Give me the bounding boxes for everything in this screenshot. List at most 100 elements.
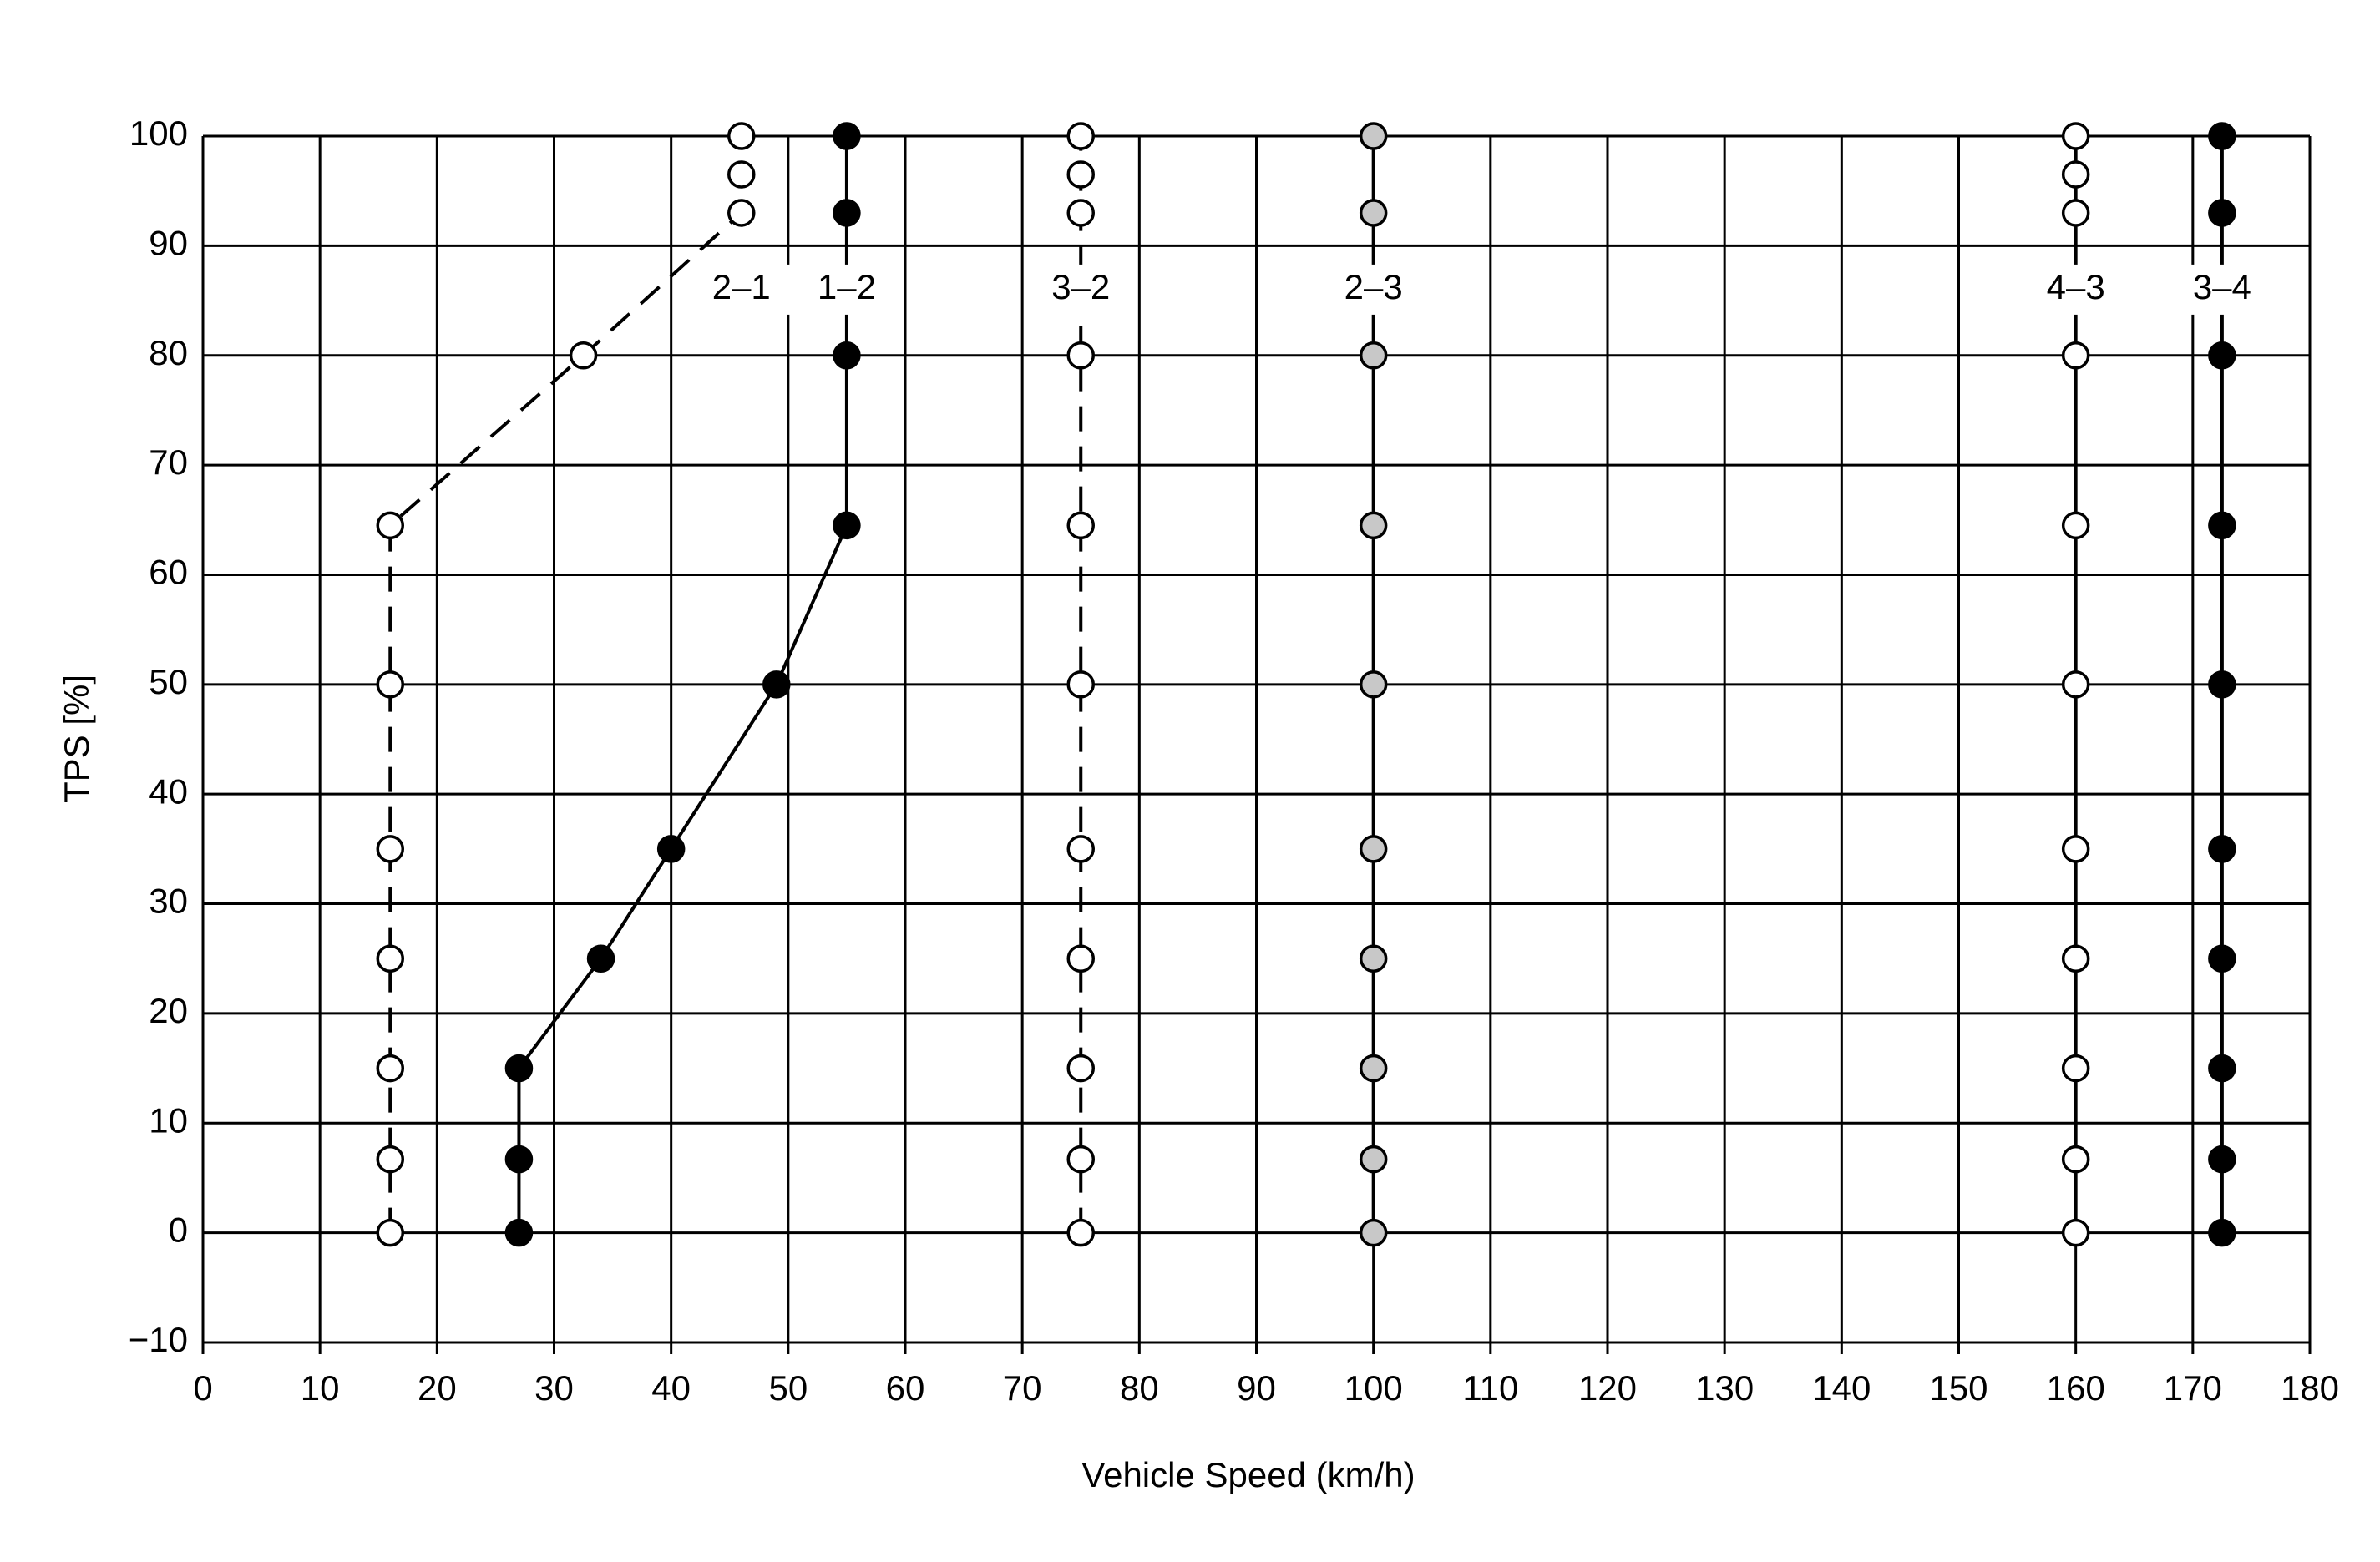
marker: [376, 835, 405, 863]
x-tick-label: 120: [1578, 1368, 1637, 1408]
marker: [1359, 1145, 1388, 1174]
marker: [833, 511, 861, 540]
series-label: 1–2: [818, 267, 876, 306]
marker: [2208, 122, 2236, 150]
marker: [2061, 511, 2090, 540]
marker: [2208, 1145, 2236, 1174]
y-tick-label: 80: [149, 333, 188, 372]
y-tick-label: 40: [149, 771, 188, 811]
y-tick-label: 60: [149, 553, 188, 592]
marker: [1359, 835, 1388, 863]
x-tick-label: 80: [1120, 1368, 1159, 1408]
x-tick-label: 60: [886, 1368, 925, 1408]
marker: [1359, 670, 1388, 699]
label-background: [2023, 264, 2128, 315]
series-label: 2–1: [712, 267, 771, 306]
marker: [2061, 122, 2090, 150]
marker: [2061, 1054, 2090, 1083]
marker: [727, 199, 756, 227]
marker: [504, 1054, 534, 1083]
series-label: 3–4: [2193, 267, 2251, 306]
y-axis-label: TPS [%]: [57, 675, 96, 803]
x-tick-label: 150: [1929, 1368, 1988, 1408]
y-tick-label: 20: [149, 991, 188, 1030]
y-tick-label: 50: [149, 662, 188, 701]
label-background: [1029, 264, 1133, 315]
marker: [2208, 1054, 2236, 1083]
x-axis-label: Vehicle Speed (km/h): [1081, 1455, 1415, 1494]
x-tick-label: 160: [2047, 1368, 2105, 1408]
marker: [1066, 160, 1095, 189]
marker: [2061, 341, 2090, 370]
marker: [2061, 944, 2090, 973]
x-tick-label: 40: [651, 1368, 691, 1408]
marker: [2061, 670, 2090, 699]
marker: [1066, 670, 1095, 699]
marker: [2208, 199, 2236, 227]
x-tick-label: 20: [418, 1368, 457, 1408]
marker: [376, 1145, 405, 1174]
marker: [1066, 1145, 1095, 1174]
marker: [2208, 670, 2236, 699]
x-tick-label: 10: [301, 1368, 340, 1408]
marker: [586, 944, 615, 973]
series-line: [388, 136, 743, 1233]
marker: [1359, 199, 1388, 227]
marker: [2061, 1218, 2090, 1247]
y-tick-label: −10: [129, 1320, 188, 1359]
marker: [1359, 341, 1388, 370]
marker: [376, 1054, 405, 1083]
y-tick-label: 70: [149, 442, 188, 482]
marker: [2061, 1145, 2090, 1174]
marker: [1066, 341, 1095, 370]
marker: [1066, 835, 1095, 863]
y-tick-label: 10: [149, 1100, 188, 1140]
x-tick-label: 140: [1812, 1368, 1871, 1408]
marker: [1066, 1218, 1095, 1247]
label-background: [794, 264, 899, 315]
marker: [1066, 944, 1095, 973]
label-background: [689, 264, 793, 315]
x-tick-label: 130: [1695, 1368, 1754, 1408]
x-tick-label: 70: [1003, 1368, 1042, 1408]
label-background: [1321, 264, 1425, 315]
marker: [2208, 341, 2236, 370]
marker: [2208, 511, 2236, 540]
y-tick-label: 0: [169, 1211, 188, 1250]
x-tick-label: 100: [1344, 1368, 1403, 1408]
x-tick-label: 50: [768, 1368, 808, 1408]
marker: [1066, 122, 1095, 150]
y-tick-label: 100: [129, 114, 188, 153]
marker: [2061, 160, 2090, 189]
x-tick-label: 110: [1462, 1368, 1518, 1408]
label-background: [2170, 264, 2274, 315]
marker: [376, 511, 405, 540]
marker: [1066, 1054, 1095, 1083]
marker: [2208, 835, 2236, 863]
series-label: 2–3: [1344, 267, 1403, 306]
marker: [2208, 1218, 2236, 1247]
series-label: 3–2: [1051, 267, 1110, 306]
marker: [727, 160, 756, 189]
marker: [376, 944, 405, 973]
marker: [569, 341, 598, 370]
x-tick-label: 180: [2281, 1368, 2339, 1408]
y-tick-label: 30: [149, 882, 188, 921]
x-tick-label: 90: [1237, 1368, 1276, 1408]
marker: [504, 1218, 534, 1247]
marker: [833, 199, 861, 227]
x-tick-label: 30: [534, 1368, 574, 1408]
marker: [1359, 1218, 1388, 1247]
marker: [1359, 1054, 1388, 1083]
y-tick-label: 90: [149, 223, 188, 262]
marker: [1359, 122, 1388, 150]
marker: [1066, 199, 1095, 227]
marker: [833, 122, 861, 150]
marker: [2208, 944, 2236, 973]
marker: [2061, 199, 2090, 227]
marker: [504, 1145, 534, 1174]
marker: [762, 670, 791, 699]
x-tick-label: 0: [193, 1368, 212, 1408]
